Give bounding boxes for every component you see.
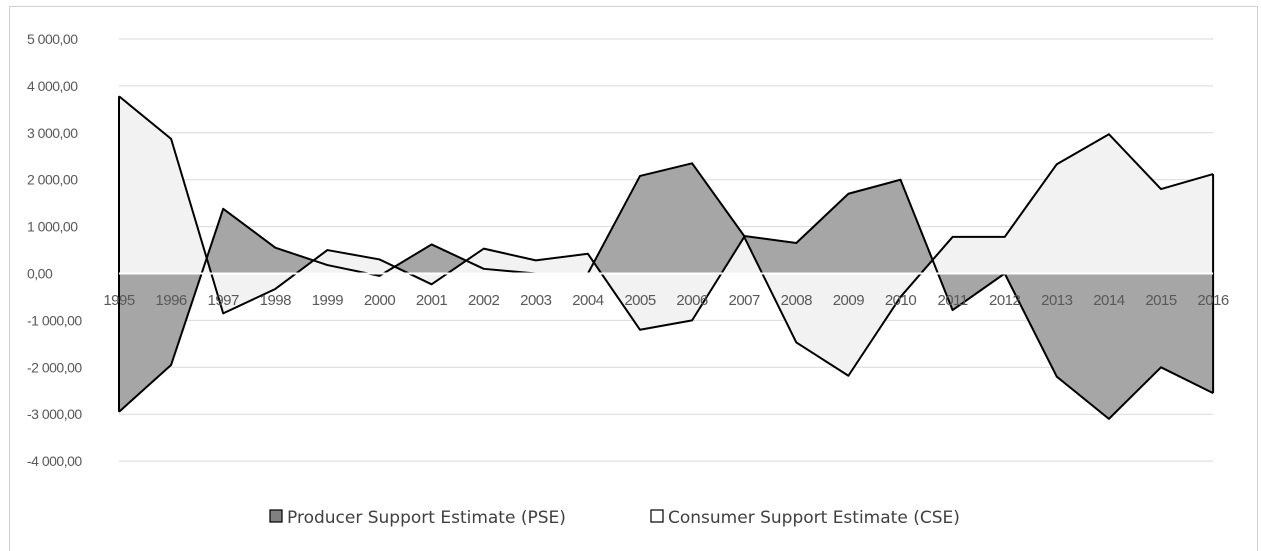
x-tick-label: 2007 [729,292,761,309]
legend-swatch-cse [650,509,664,523]
x-tick-label: 2014 [1093,292,1125,309]
x-tick-label: 2013 [1041,292,1073,309]
series-areas [119,96,1214,419]
y-tick-label: 1 000,00 [27,219,78,235]
line-series-0 [118,162,1214,420]
y-tick-label: 5 000,00 [27,31,78,47]
x-tick-label: 1996 [155,292,187,309]
x-tick-label: 1995 [103,292,135,309]
x-tick-label: 1998 [260,292,292,309]
y-tick-label: -3 000,00 [27,406,82,422]
x-axis-tick-labels: 1995 1996 1997 1998 1999 2000 2001 2002 2003 2004… [103,292,1229,309]
legend-label-pse: Producer Support Estimate (PSE) [287,508,566,528]
x-tick-label: 2004 [572,292,604,309]
x-tick-label: 2009 [833,292,865,309]
legend: Producer Support Estimate (PSE) Consumer… [269,508,960,528]
y-tick-label: -1 000,00 [27,312,82,328]
x-tick-label: 2016 [1197,292,1229,309]
legend-label-cse: Consumer Support Estimate (CSE) [668,508,960,528]
y-tick-label: 4 000,00 [27,78,78,94]
series-lines [118,95,1215,420]
line-series-1 [118,95,1214,377]
legend-swatch-pse [269,509,283,523]
y-tick-label: -2 000,00 [27,359,82,375]
x-tick-label: 2001 [416,292,448,309]
x-tick-label: 2011 [937,292,967,309]
y-axis-tick-labels: 5 000,00 4 000,00 3 000,00 2 000,00 1 000,00… [27,31,83,469]
y-tick-label: 0,00 [27,266,53,282]
y-tick-label: -4 000,00 [27,453,82,469]
x-tick-label: 1997 [208,292,240,309]
x-tick-label: 2012 [989,292,1021,309]
page-caption-fragment [0,0,1261,6]
y-tick-label: 2 000,00 [27,172,78,188]
area-series-1 [119,96,1214,376]
x-tick-label: 2010 [885,292,917,309]
x-tick-label: 1999 [312,292,344,309]
area-series-0 [119,163,1214,419]
x-tick-label: 2008 [781,292,813,309]
x-tick-label: 2005 [624,292,656,309]
x-tick-label: 2015 [1145,292,1177,309]
y-tick-label: 3 000,00 [27,125,78,141]
x-tick-label: 2006 [676,292,708,309]
x-tick-label: 2000 [364,292,396,309]
x-tick-label: 2002 [468,292,500,309]
x-tick-label: 2003 [520,292,552,309]
